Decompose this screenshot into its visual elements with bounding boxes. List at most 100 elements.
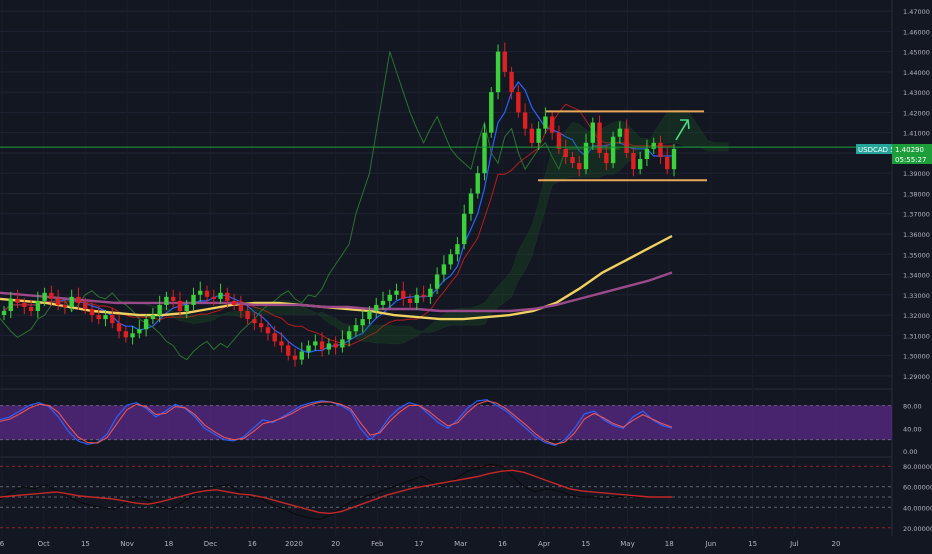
candle-body: [238, 304, 244, 312]
x-tick-label: 17: [415, 540, 424, 548]
candle-body: [495, 51, 501, 93]
candle-body: [286, 345, 291, 356]
stoch-tick-label: 40.00: [903, 425, 922, 433]
candle-body: [475, 173, 480, 194]
stochastic-pane: [0, 399, 892, 447]
candle-body: [245, 311, 250, 320]
candle-body: [563, 148, 568, 158]
candle-body: [441, 264, 447, 275]
candle-body: [8, 298, 13, 312]
candle-body: [597, 122, 602, 153]
price-candles: [1, 42, 677, 367]
x-tick-label: Mar: [454, 540, 467, 548]
candle-body: [658, 142, 663, 158]
candle-body: [42, 292, 47, 301]
candle-body: [610, 136, 616, 164]
stoch-tick-label: 80.00: [903, 402, 922, 410]
price-badge: USDCAD 5,999 1.40290 05:55:27: [856, 144, 932, 164]
kijun-line: [3, 103, 674, 347]
grid: [0, 10, 892, 377]
candle-body: [150, 315, 156, 320]
candle-body: [455, 244, 460, 255]
candle-body: [211, 296, 216, 299]
x-tick-label: 6: [0, 540, 5, 548]
candle-body: [617, 128, 623, 137]
rsi-tick-label: 80.00000: [903, 463, 932, 471]
moving-average-line: [0, 271, 673, 313]
candle-body: [28, 306, 34, 312]
candle-body: [76, 296, 81, 303]
candle-body: [143, 319, 149, 330]
rsi-tick-label: 40.00000: [903, 504, 932, 512]
candle-body: [549, 116, 555, 133]
candle-body: [671, 148, 677, 170]
rsi-smoothed-line: [0, 469, 672, 515]
y-tick-label: 1.31000: [903, 332, 930, 340]
candle-body: [326, 343, 332, 350]
candle-body: [103, 315, 108, 320]
candle-body: [536, 128, 541, 143]
x-tick-label: Dec: [204, 540, 218, 548]
candle-body: [482, 132, 487, 174]
x-tick-label: 18: [164, 540, 173, 548]
x-tick-label: Apr: [538, 540, 550, 548]
candle-body: [170, 296, 176, 301]
candle-body: [231, 300, 237, 305]
x-tick-label: May: [620, 540, 634, 548]
candle-body: [1, 311, 7, 316]
x-tick-label: 20: [832, 540, 841, 548]
candle-body: [130, 333, 135, 338]
rsi-raw-line: [0, 463, 673, 521]
x-tick-label: 15: [81, 540, 90, 548]
x-tick-label: 15: [581, 540, 590, 548]
current-price-bg: [892, 144, 932, 154]
y-tick-label: 1.36000: [903, 231, 930, 239]
y-tick-label: 1.37000: [903, 211, 930, 219]
candle-body: [583, 142, 589, 170]
y-tick-label: 1.34000: [903, 272, 930, 280]
candle-body: [191, 294, 196, 305]
stoch-band: [0, 405, 892, 440]
candle-body: [604, 152, 609, 164]
candle-body: [434, 274, 440, 289]
candle-body: [218, 292, 223, 299]
candle-body: [265, 327, 271, 334]
y-tick-label: 1.44000: [903, 69, 930, 77]
candle-body: [116, 323, 122, 332]
symbol-badge-label: USDCAD 5,999: [858, 146, 910, 154]
candle-body: [123, 331, 129, 338]
candle-body: [665, 157, 670, 170]
candle-body: [89, 308, 95, 316]
candle-body: [22, 302, 27, 307]
candle-body: [83, 302, 88, 309]
candle-body: [590, 122, 595, 143]
candle-body: [631, 152, 636, 170]
time-scale[interactable]: 6 Oct 15 Nov 18 Dec 16 2020 20 Feb 17 Mar 16 Apr 15 May…: [0, 540, 840, 548]
candle-body: [407, 298, 413, 303]
y-tick-label: 1.39000: [903, 170, 930, 178]
candle-body: [110, 315, 115, 324]
candle-body: [49, 292, 54, 299]
candle-body: [644, 148, 650, 160]
candle-body: [225, 292, 230, 301]
candle-body: [198, 290, 203, 295]
y-tick-label: 1.33000: [903, 292, 930, 300]
candle-body: [624, 128, 629, 153]
y-tick-label: 1.47000: [903, 8, 930, 16]
candle-body: [529, 128, 535, 143]
y-tick-label: 1.32000: [903, 312, 930, 320]
y-tick-label: 1.29000: [903, 373, 930, 381]
x-tick-label: 15: [748, 540, 757, 548]
candle-body: [353, 325, 359, 332]
x-tick-label: 20: [331, 540, 340, 548]
candle-body: [401, 290, 406, 299]
candle-body: [637, 159, 643, 170]
candle-body: [367, 311, 372, 320]
candle-body: [414, 294, 420, 303]
stoch-tick-label: 0.00: [903, 448, 917, 456]
candle-body: [489, 92, 494, 133]
x-tick-label: 18: [665, 540, 674, 548]
y-tick-label: 1.38000: [903, 190, 930, 198]
y-tick-label: 1.41000: [903, 130, 930, 138]
